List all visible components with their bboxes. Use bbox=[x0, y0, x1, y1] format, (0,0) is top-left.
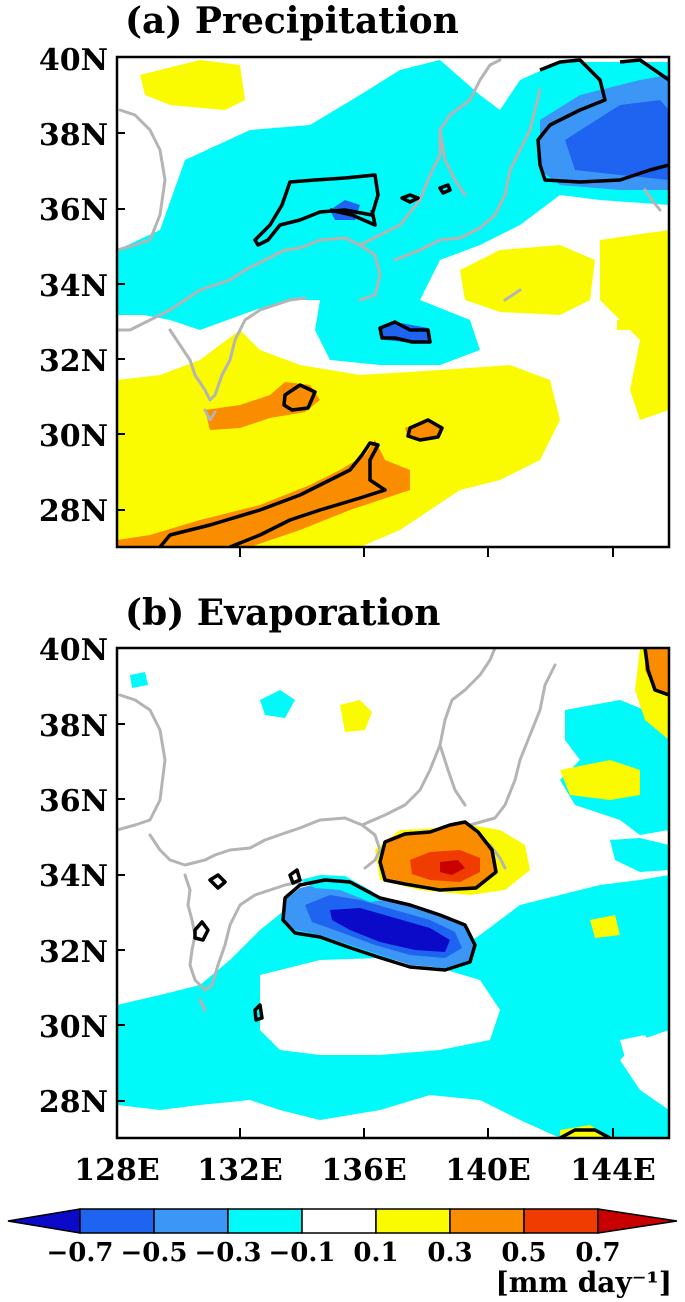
lon-labels: 128E 132E 136E 140E 144E bbox=[74, 1153, 656, 1188]
panel-b-contours bbox=[193, 648, 669, 1138]
colorbar-segment-5 bbox=[375, 1208, 451, 1234]
lat-label-32n: 32N bbox=[39, 935, 108, 970]
panel-b-lat-labels: 40N 38N 36N 34N 32N 30N 28N bbox=[39, 633, 108, 1120]
colorbar-segment-3 bbox=[227, 1208, 303, 1234]
lon-label-136e: 136E bbox=[321, 1153, 407, 1188]
colorbar-segment-1 bbox=[79, 1208, 155, 1234]
colorbar-segment-4 bbox=[301, 1208, 377, 1234]
panel-a-coastline bbox=[117, 58, 662, 422]
lat-label-34n: 34N bbox=[39, 859, 108, 894]
panel-a-title: (a) Precipitation bbox=[125, 0, 459, 42]
colorbar-label: 0.7 bbox=[575, 1238, 620, 1268]
panel-a-ticks bbox=[117, 132, 614, 557]
lon-label-128e: 128E bbox=[74, 1153, 160, 1188]
panel-b-coastline bbox=[117, 648, 557, 1012]
panel-b-map bbox=[117, 648, 669, 1138]
panel-a-frame bbox=[115, 55, 671, 549]
colorbar-label: −0.7 bbox=[46, 1238, 113, 1268]
lat-label-28n: 28N bbox=[39, 1085, 108, 1120]
lat-label-30n: 30N bbox=[39, 419, 108, 454]
lat-label-40n: 40N bbox=[39, 43, 108, 78]
evap-blue-patch-core bbox=[330, 908, 450, 952]
panel-a-map bbox=[117, 57, 669, 547]
colorbar-segment-0 bbox=[7, 1208, 81, 1234]
lon-label-144e: 144E bbox=[570, 1153, 656, 1188]
lat-label-34n: 34N bbox=[39, 269, 108, 304]
lat-label-36n: 36N bbox=[39, 784, 108, 819]
lat-label-38n: 38N bbox=[39, 118, 108, 153]
precip-yellow-south bbox=[117, 330, 560, 547]
panel-b-ticks bbox=[117, 723, 614, 1138]
lat-label-30n: 30N bbox=[39, 1010, 108, 1045]
colorbar-segment-2 bbox=[153, 1208, 229, 1234]
colorbar-labels: −0.7 −0.5 −0.3 −0.1 0.1 0.3 0.5 0.7 bbox=[46, 1238, 620, 1268]
lat-label-36n: 36N bbox=[39, 193, 108, 228]
colorbar-label: 0.1 bbox=[353, 1238, 398, 1268]
colorbar-label: 0.3 bbox=[427, 1238, 472, 1268]
precip-cyan-band bbox=[117, 60, 669, 365]
lat-label-38n: 38N bbox=[39, 709, 108, 744]
colorbar-segment-6 bbox=[449, 1208, 525, 1234]
lon-label-132e: 132E bbox=[197, 1153, 283, 1188]
lat-label-40n: 40N bbox=[39, 633, 108, 668]
colorbar-label: −0.1 bbox=[268, 1238, 335, 1268]
colorbar-segment-8 bbox=[597, 1208, 678, 1234]
lat-label-28n: 28N bbox=[39, 494, 108, 529]
lat-label-32n: 32N bbox=[39, 344, 108, 379]
colorbar-segment-7 bbox=[523, 1208, 599, 1234]
colorbar bbox=[7, 1208, 678, 1234]
colorbar-units: [mm day⁻¹] bbox=[495, 1266, 672, 1299]
panel-b-frame bbox=[115, 646, 671, 1140]
colorbar-label: −0.3 bbox=[194, 1238, 261, 1268]
colorbar-label: −0.5 bbox=[120, 1238, 187, 1268]
panel-a-lat-labels: 40N 38N 36N 34N 32N 30N 28N bbox=[39, 43, 108, 529]
colorbar-label: 0.5 bbox=[501, 1238, 546, 1268]
panel-b-title: (b) Evaporation bbox=[125, 592, 440, 634]
panel-a-contours bbox=[158, 58, 669, 547]
lon-label-140e: 140E bbox=[445, 1153, 531, 1188]
precip-orange-band bbox=[117, 440, 410, 547]
